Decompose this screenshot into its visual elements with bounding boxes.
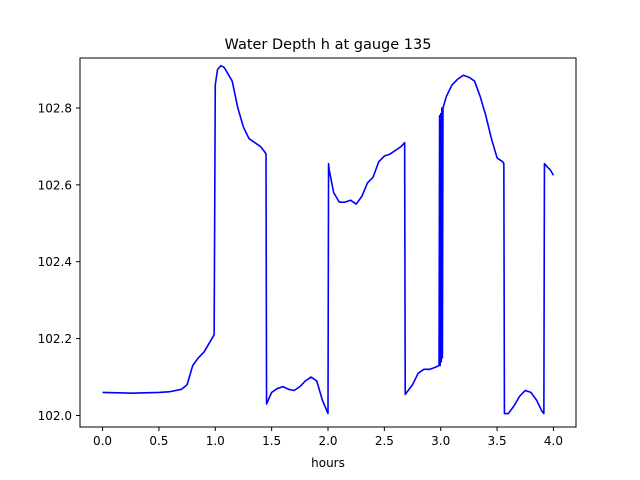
x-tick-label: 0.5 — [149, 434, 168, 448]
y-tick-label: 102.6 — [38, 178, 72, 192]
series-line — [102, 64, 555, 415]
chart-title: Water Depth h at gauge 135 — [225, 37, 432, 53]
y-tick-label: 102.0 — [38, 409, 72, 423]
x-tick-label: 2.5 — [375, 434, 394, 448]
y-tick-label: 102.8 — [38, 101, 72, 115]
x-axis-label: hours — [311, 456, 345, 470]
x-tick-label: 3.0 — [431, 434, 450, 448]
x-tick-label: 2.0 — [318, 434, 337, 448]
y-axis: 102.0 102.2 102.4 102.6 102.8 — [38, 101, 80, 423]
x-axis: 0.0 0.5 1.0 1.5 2.0 2.5 3.0 3.5 4.0 — [93, 427, 563, 448]
x-tick-label: 1.5 — [262, 434, 281, 448]
y-tick-label: 102.4 — [38, 255, 72, 269]
y-tick-label: 102.2 — [38, 332, 72, 346]
x-tick-label: 4.0 — [544, 434, 563, 448]
x-tick-label: 1.0 — [206, 434, 225, 448]
x-tick-label: 3.5 — [488, 434, 507, 448]
x-tick-label: 0.0 — [93, 434, 112, 448]
